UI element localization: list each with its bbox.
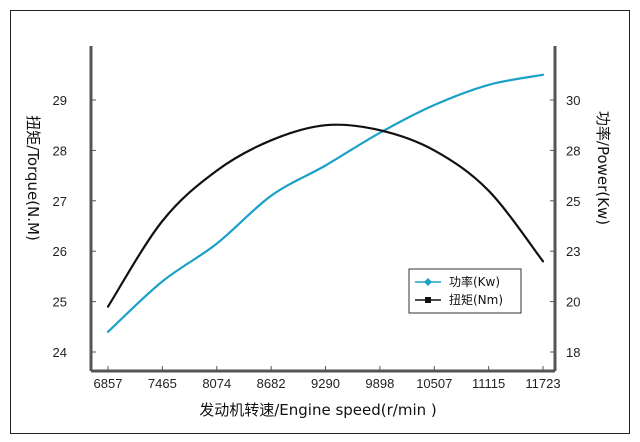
- legend-torque-marker-icon: [425, 297, 431, 303]
- y-left-tick-label: 27: [53, 194, 67, 209]
- x-tick-label: 8074: [202, 376, 231, 391]
- x-tick-label: 11723: [525, 376, 560, 391]
- legend-power-marker-icon: [424, 278, 432, 286]
- x-tick-label: 10507: [416, 376, 452, 391]
- x-tick-label: 6857: [94, 376, 123, 391]
- y-left-tick-label: 25: [53, 295, 67, 310]
- legend: 功率(Kw) 扭矩(Nm): [408, 268, 522, 314]
- y-axis-left-title: 扭矩/Torque(N.M): [24, 115, 42, 241]
- y-right-tick-label: 18: [566, 345, 580, 360]
- y-axis-right-title: 功率/Power(Kw): [594, 111, 612, 225]
- x-tick-label: 9898: [365, 376, 394, 391]
- y-right-tick-label: 25: [566, 194, 580, 209]
- axes: [89, 46, 557, 373]
- x-axis-title: 发动机转速/Engine speed(r/min ): [199, 401, 437, 419]
- legend-power-label: 功率(Kw): [449, 274, 500, 289]
- x-tick-label: 8682: [257, 376, 286, 391]
- y-left-tick-label: 26: [53, 244, 67, 259]
- x-tick-label: 9290: [311, 376, 340, 391]
- y-left-tick-label: 29: [53, 93, 67, 108]
- y-right-tick-label: 28: [566, 143, 580, 158]
- series-layer: [106, 73, 545, 333]
- x-tick-label: 11115: [472, 376, 505, 391]
- y-right-tick-label: 20: [566, 295, 580, 310]
- x-tick-label: 7465: [148, 376, 177, 391]
- tick-labels: 6857 7465 8074 8682 9290 9898 10507 11115 11723 2…: [53, 93, 581, 391]
- legend-box: [408, 268, 522, 314]
- series-power-line: [106, 73, 545, 333]
- y-right-tick-label: 23: [566, 244, 580, 259]
- y-left-tick-label: 24: [53, 345, 67, 360]
- legend-torque-label: 扭矩(Nm): [449, 293, 503, 307]
- series-torque-line: [106, 123, 545, 308]
- chart-frame: [10, 10, 630, 434]
- y-left-tick-label: 28: [53, 143, 67, 158]
- y-right-tick-label: 30: [566, 93, 580, 108]
